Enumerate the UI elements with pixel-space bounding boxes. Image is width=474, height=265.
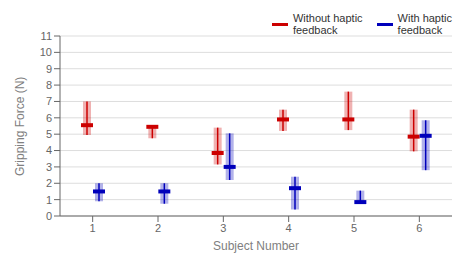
svg-text:9: 9 <box>46 63 52 75</box>
svg-text:11: 11 <box>41 30 52 42</box>
svg-text:6: 6 <box>416 222 422 234</box>
svg-text:4: 4 <box>286 222 292 234</box>
svg-text:1: 1 <box>90 222 96 234</box>
svg-text:1: 1 <box>46 194 52 206</box>
svg-text:3: 3 <box>220 222 226 234</box>
svg-text:5: 5 <box>351 222 357 234</box>
svg-text:5: 5 <box>46 128 52 140</box>
html-text:With haptic feedback: With haptic feedback <box>397 12 452 36</box>
svg-text:2: 2 <box>46 177 52 189</box>
svg-text:6: 6 <box>46 112 52 124</box>
svg-text:8: 8 <box>46 79 52 91</box>
html-text:Without haptic feedback: Without haptic feedback <box>292 12 363 36</box>
svg-text:2: 2 <box>155 222 161 234</box>
svg-text:7: 7 <box>46 95 52 107</box>
svg-text:0: 0 <box>46 210 52 222</box>
svg-text:Subject Number: Subject Number <box>213 239 299 253</box>
svg-text:Gripping Force (N): Gripping Force (N) <box>13 77 27 176</box>
svg-text:10: 10 <box>40 46 52 58</box>
svg-text:3: 3 <box>46 161 52 173</box>
svg-text:4: 4 <box>46 144 52 156</box>
